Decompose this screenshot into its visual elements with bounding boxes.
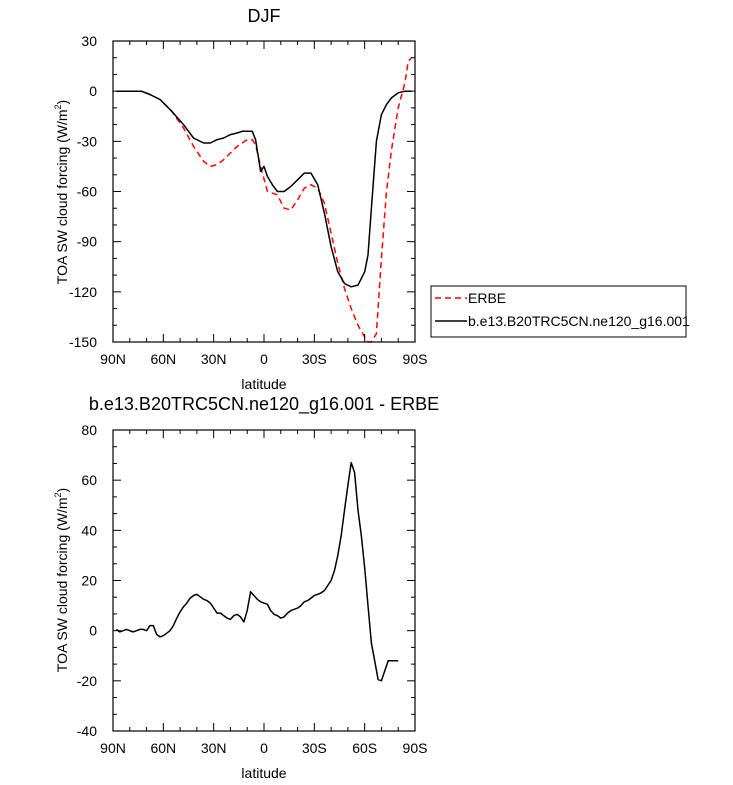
chart-bottom-x-ticks: 90N 60N 30N 0 30S 60S 90S <box>100 430 427 756</box>
x-tick-label: 60S <box>352 351 377 367</box>
x-tick-label: 60S <box>352 740 377 756</box>
chart-top-series-line-0 <box>116 57 413 343</box>
chart-top-x-axis-label: latitude <box>241 376 286 392</box>
y-tick-label: -90 <box>77 234 97 250</box>
y-tick-label: -30 <box>77 133 97 149</box>
legend-model-label: b.e13.B20TRC5CN.ne120_g16.001 <box>468 313 690 329</box>
x-tick-label: 30S <box>302 351 327 367</box>
x-tick-label: 90S <box>403 740 428 756</box>
x-tick-label: 0 <box>260 351 268 367</box>
x-tick-label: 90S <box>403 351 428 367</box>
chart-bottom-y-ticks: -40 -20 0 20 40 60 80 <box>77 422 415 739</box>
y-tick-label: -120 <box>69 284 97 300</box>
chart-bottom-title: b.e13.B20TRC5CN.ne120_g16.001 - ERBE <box>89 394 439 415</box>
y-tick-label: 0 <box>89 83 97 99</box>
x-tick-label: 60N <box>150 740 176 756</box>
chart-top-legend: ERBE b.e13.B20TRC5CN.ne120_g16.001 <box>430 285 690 338</box>
chart-top-series-line-1 <box>116 90 412 288</box>
y-tick-label: 80 <box>81 422 97 438</box>
chart-bottom-series-line-0 <box>115 461 399 682</box>
y-tick-label: -20 <box>77 673 97 689</box>
y-tick-label: -60 <box>77 184 97 200</box>
x-tick-label: 0 <box>260 740 268 756</box>
x-tick-label: 30S <box>302 740 327 756</box>
chart-bottom-plot <box>115 461 399 682</box>
y-tick-label: 30 <box>81 33 97 49</box>
chart-top-plot <box>116 57 413 343</box>
legend-erbe-label: ERBE <box>468 290 506 306</box>
y-tick-label: -40 <box>77 723 97 739</box>
chart-top-x-ticks: 90N 60N 30N 0 30S 60S 90S <box>100 41 427 367</box>
y-tick-label: 20 <box>81 573 97 589</box>
y-tick-label: -150 <box>69 334 97 350</box>
chart-bottom-frame <box>112 429 416 732</box>
y-tick-label: 40 <box>81 522 97 538</box>
y-tick-label: 60 <box>81 472 97 488</box>
chart-top-y-ticks: -150 -120 -90 -60 -30 0 30 <box>69 33 415 350</box>
x-tick-label: 90N <box>100 740 126 756</box>
chart-bottom: b.e13.B20TRC5CN.ne120_g16.001 - ERBE 90N… <box>53 394 439 781</box>
chart-top-title: DJF <box>248 6 281 26</box>
x-tick-label: 30N <box>201 351 227 367</box>
legend-box <box>430 285 687 338</box>
chart-top: DJF 90N 60N 30N 0 30S 60S 90S -150 -120 -90 -60 -3… <box>53 6 690 392</box>
chart-bottom-y-axis-label: TOA SW cloud forcing (W/m2) <box>53 488 70 672</box>
chart-bottom-x-axis-label: latitude <box>241 765 286 781</box>
x-tick-label: 90N <box>100 351 126 367</box>
y-tick-label: 0 <box>89 623 97 639</box>
chart-top-y-axis-label: TOA SW cloud forcing (W/m2) <box>53 100 70 284</box>
x-tick-label: 30N <box>201 740 227 756</box>
chart-top-frame <box>112 40 416 343</box>
x-tick-label: 60N <box>150 351 176 367</box>
